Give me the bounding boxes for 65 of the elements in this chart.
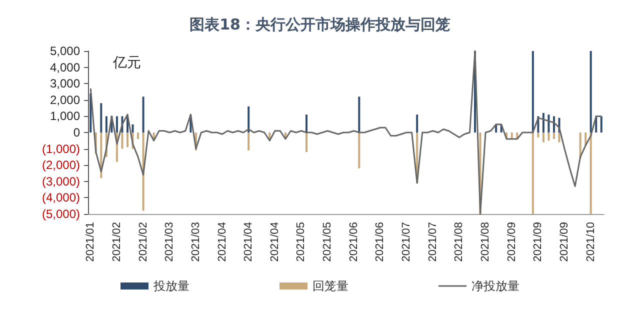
- x-tick-label: 2021/02: [137, 222, 150, 262]
- bar: [116, 116, 118, 132]
- x-tick-label: 2021/09: [558, 222, 571, 262]
- bar: [558, 132, 560, 142]
- bar: [121, 132, 124, 149]
- x-tick-label: 2021/09: [532, 222, 544, 262]
- y-tick-label: (1,000): [42, 142, 80, 156]
- x-tick-label: 2021/04: [268, 222, 281, 262]
- x-tick-label: 2021/07: [426, 222, 439, 262]
- bar: [542, 112, 544, 132]
- bar: [358, 132, 360, 168]
- x-tick-label: 2021/04: [216, 222, 228, 262]
- bar: [590, 132, 592, 214]
- bar: [248, 106, 250, 132]
- legend-label: 回笼量: [312, 279, 348, 293]
- bar: [548, 132, 550, 141]
- x-tick-label: 2021/06: [374, 222, 386, 262]
- x-tick-label: 2021/06: [348, 222, 360, 262]
- x-tick-label: 2021/09: [506, 222, 518, 262]
- bar: [532, 132, 534, 214]
- legend-label: 投放量: [152, 279, 190, 293]
- y-tick-label: (5,000): [42, 207, 80, 221]
- bar: [306, 132, 308, 152]
- bar: [100, 103, 102, 132]
- y-tick-label: 2,000: [50, 92, 80, 107]
- x-tick-label: 2021/03: [190, 222, 202, 262]
- x-tick-label: 2021/08: [453, 222, 466, 262]
- bar: [600, 116, 602, 132]
- y-tick-label: 5,000: [50, 44, 80, 58]
- bar: [532, 51, 534, 132]
- y-tick-label: (2,000): [42, 158, 80, 172]
- x-tick-label: 2021/04: [242, 222, 255, 262]
- bar: [126, 132, 128, 148]
- bar: [510, 132, 513, 140]
- y-axis-title: 亿元: [112, 55, 141, 71]
- bar: [306, 114, 308, 132]
- y-tick-label: (4,000): [42, 190, 80, 205]
- y-tick-label: (3,000): [42, 174, 80, 188]
- y-tick-label: 0: [73, 126, 80, 140]
- bar: [416, 114, 418, 132]
- bar: [142, 96, 144, 132]
- bar: [137, 132, 140, 140]
- x-tick-label: 2021/05: [295, 222, 308, 262]
- x-tick-label: 2021/08: [480, 222, 492, 262]
- bar: [537, 132, 540, 138]
- x-tick-label: 2021/01: [84, 222, 97, 262]
- bar: [548, 114, 550, 132]
- line-series: [90, 50, 602, 215]
- x-tick-label: 2021/02: [110, 222, 123, 262]
- x-tick-label: 2021/10: [584, 222, 597, 262]
- x-tick-label: 2021/05: [322, 222, 334, 262]
- bar: [552, 132, 555, 140]
- x-tick-label: 2021/03: [164, 222, 176, 262]
- y-tick-label: 1,000: [50, 109, 80, 124]
- bar: [248, 132, 250, 150]
- bar: [105, 116, 108, 132]
- chart-title: 图表18：央行公开市场操作投放与回笼: [190, 16, 450, 34]
- bar: [542, 132, 544, 142]
- bar: [358, 96, 360, 132]
- y-tick-label: 4,000: [50, 60, 80, 74]
- legend-label: 净投放量: [472, 279, 520, 293]
- y-tick-label: 3,000: [50, 76, 80, 91]
- bar: [132, 124, 134, 132]
- x-tick-label: 2021/07: [400, 222, 413, 262]
- bar: [590, 51, 592, 132]
